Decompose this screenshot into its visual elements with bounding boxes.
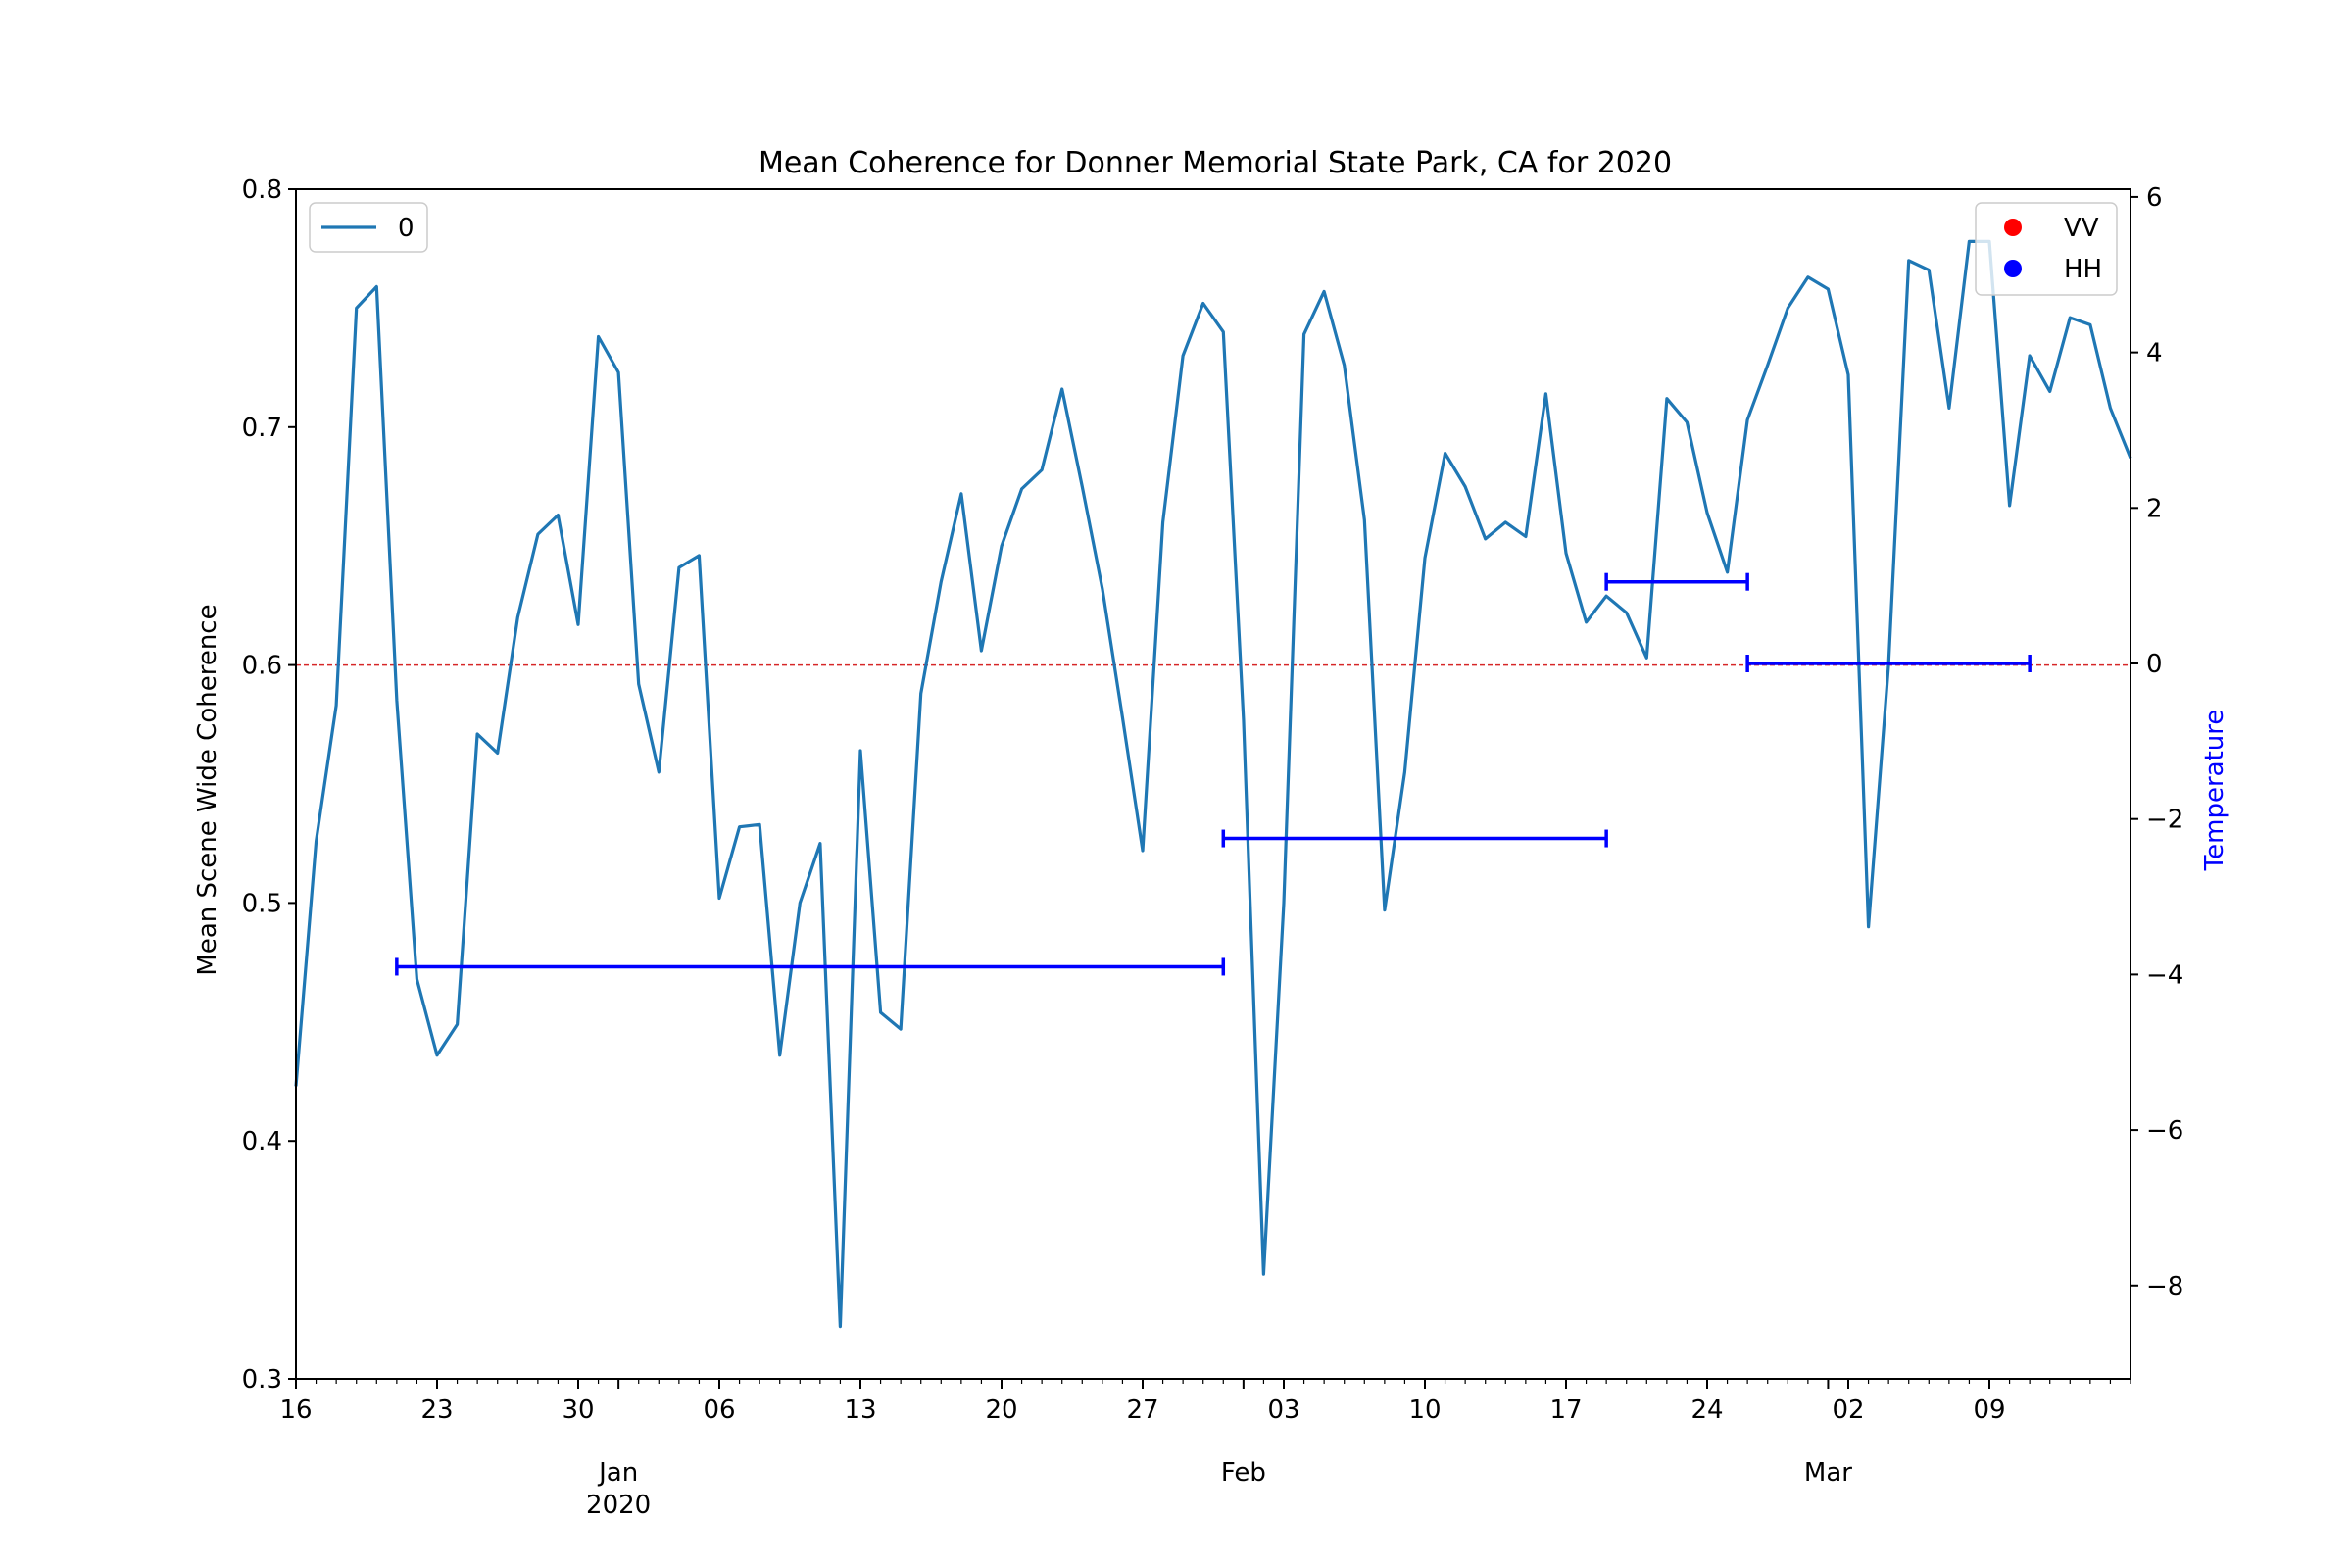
x-tick-label: 06 [703, 1396, 735, 1425]
y-tick-label: 0.6 [242, 652, 282, 681]
x-tick-label: 16 [279, 1396, 312, 1425]
y2-tick-label: 4 [2146, 339, 2163, 368]
x-month-label: Feb [1221, 1458, 1266, 1488]
x-tick-label: 17 [1549, 1396, 1582, 1425]
plot-frame [295, 188, 2132, 1380]
series-line-0 [294, 239, 2132, 1329]
chart-title: Mean Coherence for Donner Memorial State… [759, 146, 1672, 180]
temperature-bar [395, 957, 1226, 976]
temperature-bar [1604, 572, 1749, 591]
x-tick-label: 09 [1973, 1396, 2005, 1425]
temperature-bar [1745, 655, 2032, 673]
legend-right: VV HH [1975, 202, 2118, 296]
legend-dot-swatch [2004, 260, 2022, 277]
y-tick-label: 0.8 [242, 175, 282, 205]
y-tick-label: 0.7 [242, 414, 282, 443]
x-tick-label: 10 [1408, 1396, 1441, 1425]
y-tick-label: 0.3 [242, 1365, 282, 1395]
x-tick-label: 24 [1690, 1396, 1723, 1425]
y2-axis-label: Temperature [2200, 710, 2230, 872]
x-tick-label: 02 [1832, 1396, 1864, 1425]
legend-left: 0 [309, 202, 428, 253]
y2-tick-label: 6 [2146, 183, 2163, 213]
legend-dot-swatch [2004, 219, 2022, 236]
x-year-label: 2020 [586, 1491, 651, 1520]
y-axis-label: Mean Scene Wide Coherence [193, 604, 222, 975]
y-tick-label: 0.4 [242, 1127, 282, 1156]
x-tick-label: 27 [1126, 1396, 1158, 1425]
x-tick-label: 20 [985, 1396, 1017, 1425]
legend-label: HH [2064, 255, 2102, 284]
y2-tick-label: −2 [2146, 806, 2183, 835]
y2-tick-label: 2 [2146, 494, 2163, 523]
y2-tick-label: −6 [2146, 1116, 2183, 1146]
legend-label: VV [2064, 214, 2099, 243]
y2-tick-label: −8 [2146, 1272, 2183, 1301]
y2-tick-label: −4 [2146, 960, 2183, 990]
x-month-label: Mar [1804, 1458, 1852, 1488]
x-tick-label: 13 [844, 1396, 876, 1425]
x-tick-label: 03 [1267, 1396, 1299, 1425]
x-month-label: Jan [597, 1458, 638, 1488]
y-tick-label: 0.5 [242, 889, 282, 918]
x-tick-label: 23 [420, 1396, 453, 1425]
y2-tick-label: 0 [2146, 650, 2163, 679]
temperature-bar [1221, 829, 1608, 848]
x-tick-label: 30 [562, 1396, 594, 1425]
legend-label: 0 [398, 214, 415, 243]
